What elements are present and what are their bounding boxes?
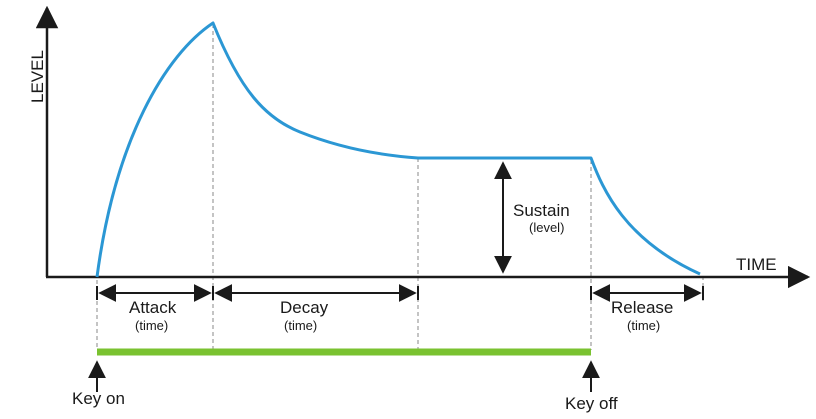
sustain-label: Sustain xyxy=(513,201,570,220)
release-span xyxy=(590,284,704,302)
envelope-curve xyxy=(95,21,701,278)
decay-sub-label: (time) xyxy=(284,318,317,333)
key-on-label: Key on xyxy=(72,389,125,408)
decay-span xyxy=(214,284,419,302)
x-axis-label: TIME xyxy=(736,255,777,274)
y-axis-label: LEVEL xyxy=(28,50,47,103)
sustain-sub-label: (level) xyxy=(529,220,564,235)
attack-label: Attack xyxy=(129,298,177,317)
release-label: Release xyxy=(611,298,673,317)
axes xyxy=(35,5,811,289)
release-sub-label: (time) xyxy=(627,318,660,333)
decay-label: Decay xyxy=(280,298,329,317)
attack-span xyxy=(96,284,214,302)
attack-sub-label: (time) xyxy=(135,318,168,333)
key-off-label: Key off xyxy=(565,394,618,413)
